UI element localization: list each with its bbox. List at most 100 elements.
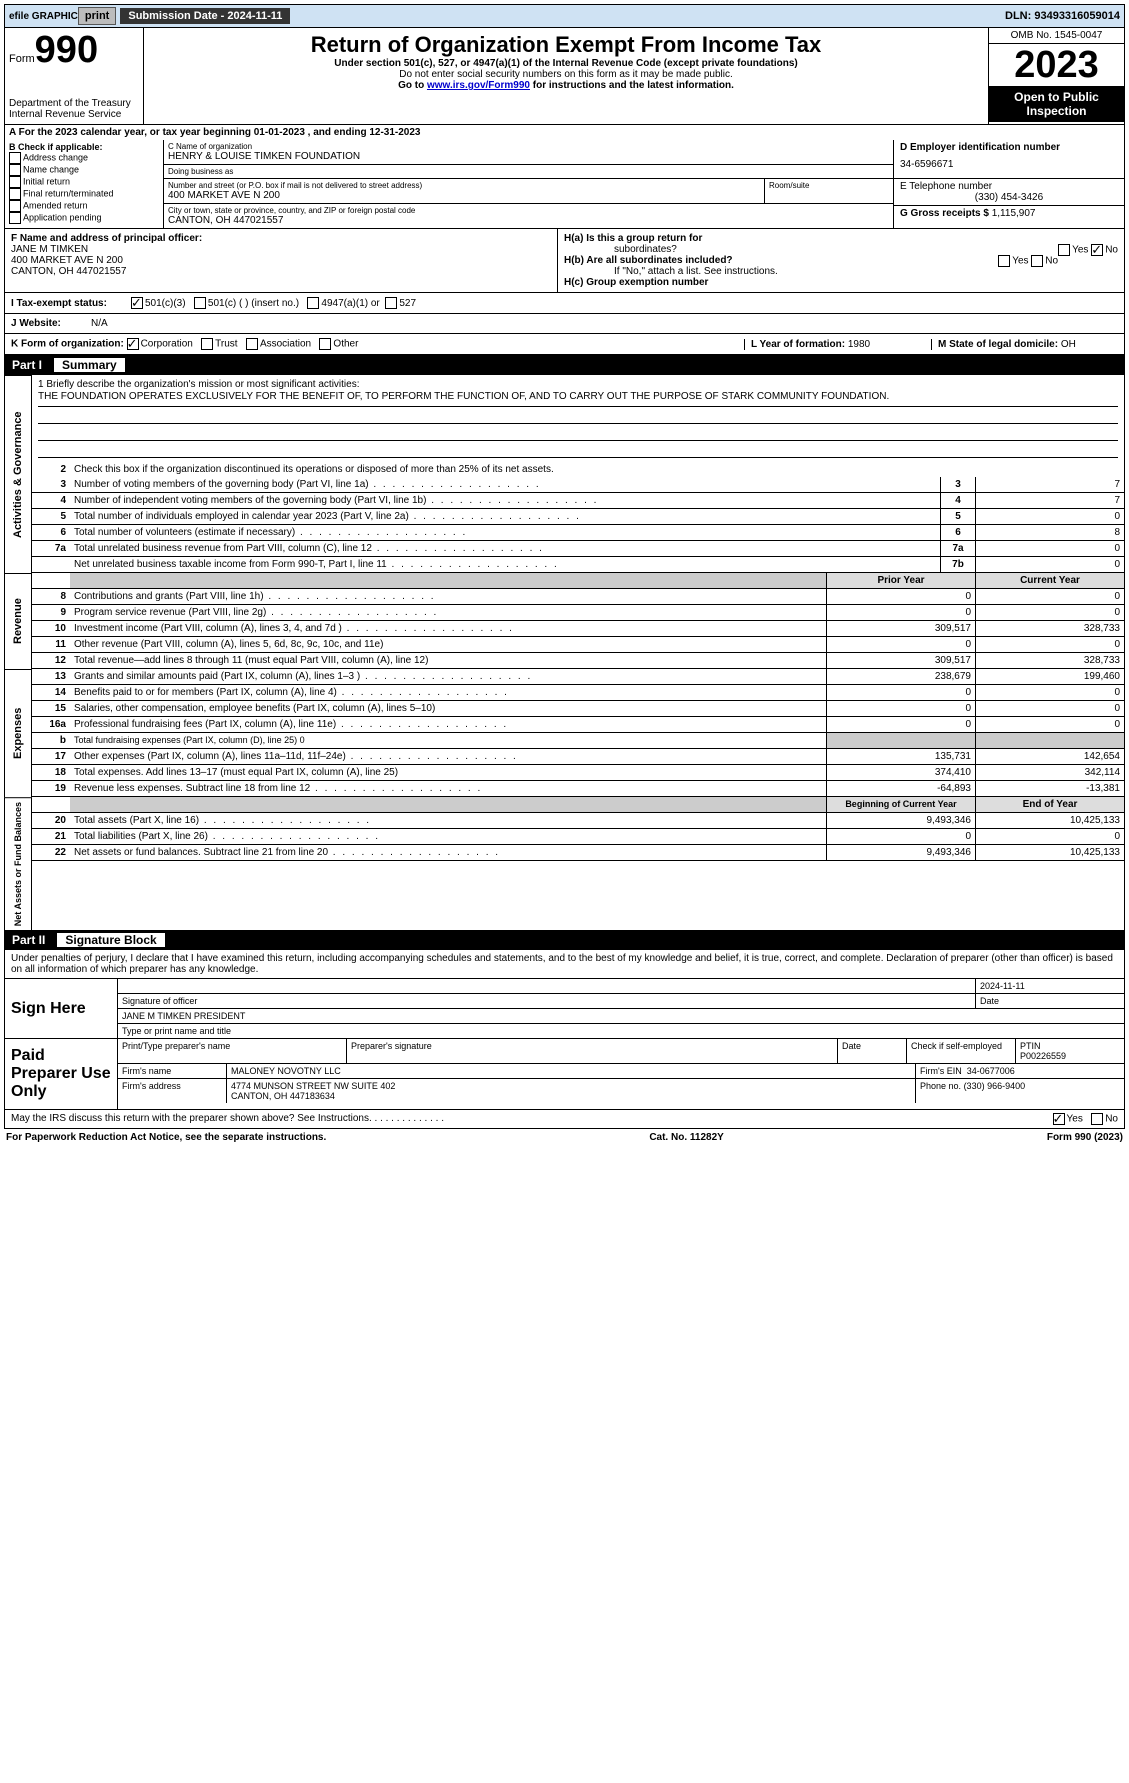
- firm-addr1: 4774 MUNSON STREET NW SUITE 402: [231, 1081, 395, 1091]
- part1-header: Part I Summary: [4, 355, 1125, 375]
- c-city-label: City or town, state or province, country…: [168, 206, 889, 215]
- prep-self-emp: Check if self-employed: [907, 1039, 1016, 1063]
- omb-number: OMB No. 1545-0047: [989, 28, 1124, 44]
- c-name-value: HENRY & LOUISE TIMKEN FOUNDATION: [168, 151, 889, 162]
- form-word: Form: [9, 53, 35, 65]
- g-value: 1,115,907: [992, 208, 1036, 219]
- name-title-label: Type or print name and title: [118, 1024, 1124, 1038]
- chk-501c[interactable]: [194, 297, 206, 309]
- chk-trust[interactable]: [201, 338, 213, 350]
- form-number: 990: [35, 32, 98, 68]
- chk-other[interactable]: [319, 338, 331, 350]
- efile-label: efile GRAPHIC: [9, 11, 78, 22]
- hb-label: H(b) Are all subordinates included?: [564, 255, 733, 266]
- ha-no[interactable]: [1091, 244, 1103, 256]
- sig-officer-label: Signature of officer: [118, 994, 976, 1008]
- firm-addr2: CANTON, OH 447183634: [231, 1091, 335, 1101]
- c-suite-label: Room/suite: [769, 181, 889, 190]
- c-addr-label: Number and street (or P.O. box if mail i…: [168, 181, 760, 190]
- chk-amended-return[interactable]: [9, 200, 21, 212]
- cat-no: Cat. No. 11282Y: [649, 1132, 723, 1143]
- chk-name-change[interactable]: [9, 164, 21, 176]
- ptin-value: P00226559: [1020, 1051, 1066, 1061]
- part2-header: Part II Signature Block: [4, 930, 1125, 950]
- hb-no[interactable]: [1031, 255, 1043, 267]
- discuss-text: May the IRS discuss this return with the…: [11, 1113, 1053, 1125]
- firm-name-label: Firm's name: [118, 1064, 227, 1078]
- tax-year: 2023: [989, 44, 1124, 86]
- form-ref: Form 990 (2023): [1047, 1132, 1123, 1143]
- tab-netassets: Net Assets or Fund Balances: [4, 797, 32, 930]
- goto-post: for instructions and the latest informat…: [533, 80, 734, 91]
- i-label: I Tax-exempt status:: [11, 298, 131, 309]
- tab-activities: Activities & Governance: [4, 375, 32, 573]
- c-dba-label: Doing business as: [168, 167, 889, 176]
- chk-address-change[interactable]: [9, 152, 21, 164]
- discuss-no[interactable]: [1091, 1113, 1103, 1125]
- chk-527[interactable]: [385, 297, 397, 309]
- ha-label: H(a) Is this a group return for: [564, 233, 702, 244]
- c-city-value: CANTON, OH 447021557: [168, 215, 889, 226]
- irs-link[interactable]: www.irs.gov/Form990: [427, 80, 530, 91]
- chk-4947[interactable]: [307, 297, 319, 309]
- goto-pre: Go to: [398, 80, 427, 91]
- g-label: G Gross receipts $: [900, 208, 992, 219]
- firm-ein: 34-0677006: [967, 1066, 1015, 1076]
- d-tel-value: (330) 454-3426: [900, 192, 1118, 203]
- open-inspection: Open to Public Inspection: [989, 86, 1124, 122]
- form-subtitle2: Do not enter social security numbers on …: [152, 69, 980, 80]
- dept-treasury: Department of the Treasury: [9, 98, 139, 109]
- c-addr-value: 400 MARKET AVE N 200: [168, 190, 760, 201]
- paperwork-notice: For Paperwork Reduction Act Notice, see …: [6, 1132, 326, 1143]
- prep-date-label: Date: [838, 1039, 907, 1063]
- sign-date: 2024-11-11: [976, 979, 1124, 993]
- ha-yes[interactable]: [1058, 244, 1070, 256]
- j-value: N/A: [91, 318, 108, 329]
- firm-phone: (330) 966-9400: [964, 1081, 1026, 1091]
- topbar: efile GRAPHIC print Submission Date - 20…: [4, 4, 1125, 28]
- print-button[interactable]: print: [78, 7, 116, 25]
- a-year-line: A For the 2023 calendar year, or tax yea…: [4, 125, 1125, 140]
- chk-application-pending[interactable]: [9, 212, 21, 224]
- c-name-label: C Name of organization: [168, 142, 889, 151]
- mission-text: THE FOUNDATION OPERATES EXCLUSIVELY FOR …: [38, 390, 1118, 407]
- prep-name-label: Print/Type preparer's name: [118, 1039, 347, 1063]
- prep-sig-label: Preparer's signature: [347, 1039, 838, 1063]
- hc-label: H(c) Group exemption number: [564, 277, 708, 288]
- paid-preparer-label: Paid Preparer Use Only: [5, 1039, 118, 1109]
- firm-addr-label: Firm's address: [118, 1079, 227, 1103]
- officer-addr1: 400 MARKET AVE N 200: [11, 255, 123, 266]
- tab-revenue: Revenue: [4, 573, 32, 669]
- hb-yes[interactable]: [998, 255, 1010, 267]
- d-ein-value: 34-6596671: [900, 153, 1118, 176]
- officer-name: JANE M TIMKEN: [11, 244, 88, 255]
- dept-irs: Internal Revenue Service: [9, 109, 139, 120]
- klm-row: K Form of organization: Corporation Trus…: [4, 334, 1125, 355]
- j-label: J Website:: [11, 318, 91, 329]
- b-header: B Check if applicable:: [9, 142, 159, 152]
- dln-label: DLN: 93493316059014: [1005, 10, 1120, 22]
- form-title: Return of Organization Exempt From Incom…: [152, 32, 980, 58]
- d-ein-label: D Employer identification number: [900, 142, 1118, 153]
- f-label: F Name and address of principal officer:: [11, 233, 202, 244]
- officer-h-row: F Name and address of principal officer:…: [4, 229, 1125, 293]
- sign-date-label: Date: [976, 994, 1124, 1008]
- page-footer: For Paperwork Reduction Act Notice, see …: [4, 1129, 1125, 1146]
- section-bcd: B Check if applicable: Address change Na…: [4, 140, 1125, 229]
- mission-block: 1 Briefly describe the organization's mi…: [32, 375, 1124, 462]
- officer-printed-name: JANE M TIMKEN PRESIDENT: [118, 1009, 1124, 1023]
- chk-assoc[interactable]: [246, 338, 258, 350]
- submission-date: Submission Date - 2024-11-11: [120, 8, 290, 24]
- chk-501c3[interactable]: [131, 297, 143, 309]
- chk-final-return[interactable]: [9, 188, 21, 200]
- chk-initial-return[interactable]: [9, 176, 21, 188]
- discuss-yes[interactable]: [1053, 1113, 1065, 1125]
- firm-name-value: MALONEY NOVOTNY LLC: [227, 1064, 916, 1078]
- i-j-block: I Tax-exempt status: 501(c)(3) 501(c) ( …: [4, 293, 1125, 334]
- chk-corp[interactable]: [127, 338, 139, 350]
- perjury-declaration: Under penalties of perjury, I declare th…: [4, 950, 1125, 979]
- tab-expenses: Expenses: [4, 669, 32, 797]
- d-tel-label: E Telephone number: [900, 181, 1118, 192]
- form-header: Form 990 Department of the Treasury Inte…: [4, 28, 1125, 125]
- officer-addr2: CANTON, OH 447021557: [11, 266, 126, 277]
